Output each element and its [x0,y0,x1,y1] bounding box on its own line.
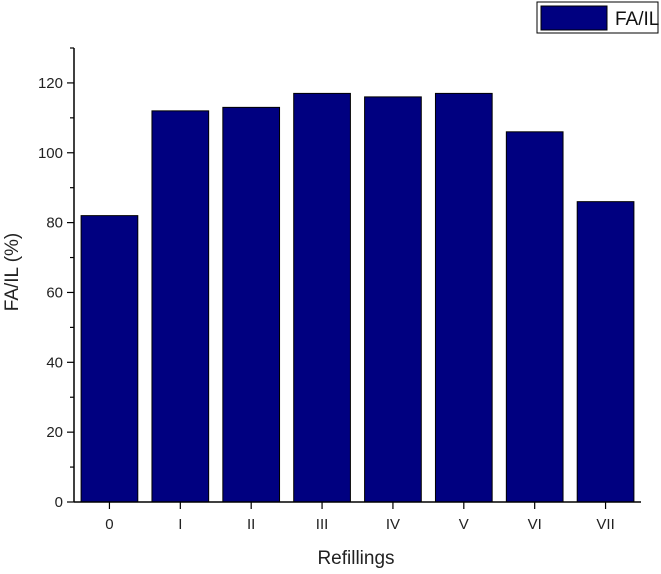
y-axis-title: FA/IL (%) [2,233,23,311]
y-tick-label: 40 [46,354,63,371]
x-tick-label: IV [386,516,400,533]
y-tick-label: 20 [46,424,63,441]
x-tick-label: I [178,516,182,533]
x-tick-label: VII [596,516,614,533]
x-axis-title: Refillings [317,548,394,569]
bar-0 [80,215,139,503]
x-tick-label: II [247,516,255,533]
y-tick-label: 80 [46,215,63,232]
x-axis: 0 I II III IV V VI VII [74,501,641,533]
x-tick-label: V [459,516,469,533]
bar-IV [364,96,422,503]
y-axis: 0 20 40 60 80 100 120 [38,47,75,511]
x-tick-label: 0 [105,516,113,533]
y-tick-label: 100 [38,145,63,162]
x-tick-label: III [316,516,329,533]
y-tick-label: 120 [38,75,63,92]
bar-III [293,92,351,503]
x-tick-label: VI [528,516,542,533]
bar-V [434,92,493,503]
y-tick-label: 0 [55,494,63,511]
bar-VII [576,201,635,503]
legend: FA/IL [536,1,659,34]
bar-I [151,110,210,503]
bar-VI [505,131,564,503]
y-tick-label: 60 [46,284,63,301]
legend-swatch [540,5,608,31]
bar-II [222,106,281,503]
plot-area [80,92,635,503]
legend-label: FA/IL [615,9,659,30]
